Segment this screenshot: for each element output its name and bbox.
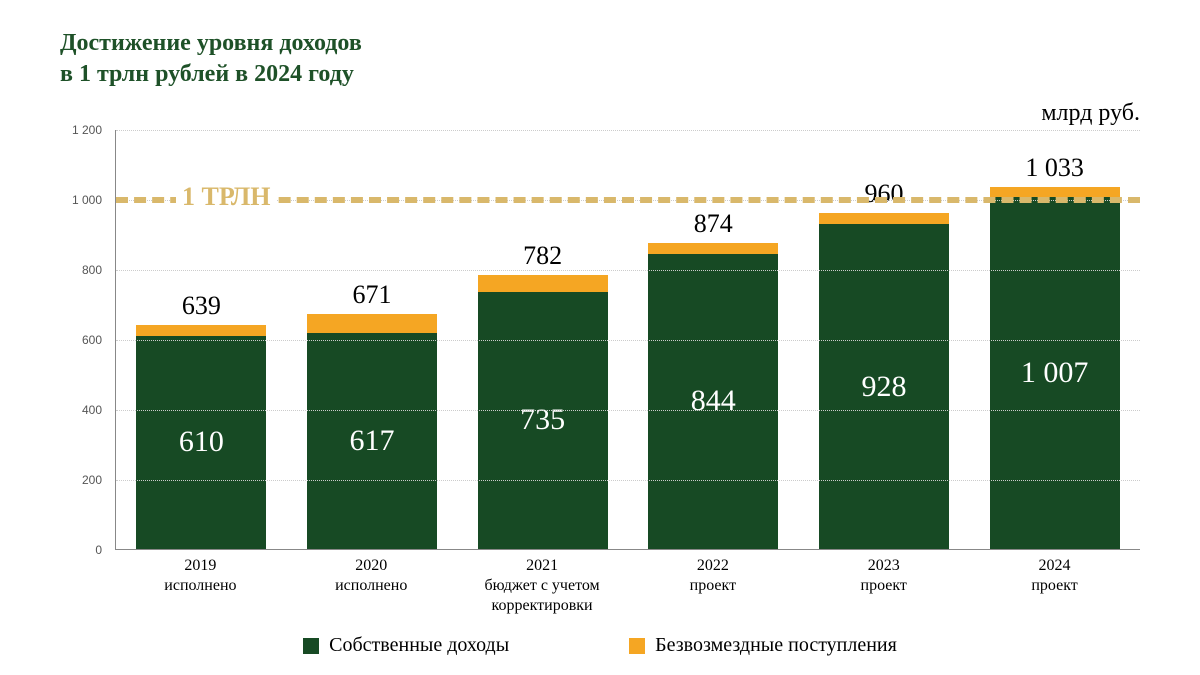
bar-segment-own: 844 xyxy=(648,254,778,549)
bar-group: 1 0071 033 xyxy=(985,187,1125,549)
grid-line xyxy=(116,410,1140,411)
x-axis-label: 2019исполнено xyxy=(130,556,270,616)
legend-swatch-free xyxy=(629,638,645,654)
bar-stack: 735782 xyxy=(478,275,608,549)
bar-segment-free xyxy=(819,213,949,224)
bar-total-value: 671 xyxy=(307,280,437,310)
bar-group: 610639 xyxy=(131,325,271,549)
bar-stack: 844874 xyxy=(648,243,778,549)
bar-total-value: 782 xyxy=(478,241,608,271)
legend-item-own: Собственные доходы xyxy=(303,634,509,657)
y-tick-label: 400 xyxy=(82,403,102,417)
x-axis-labels: 2019исполнено 2020исполнено 2021бюджет с у… xyxy=(115,556,1140,616)
legend-item-free: Безвозмездные поступления xyxy=(629,634,897,657)
x-axis-label: 2024проект xyxy=(985,556,1125,616)
y-tick-label: 800 xyxy=(82,263,102,277)
bar-own-value: 844 xyxy=(691,384,736,418)
x-axis-label: 2021бюджет с учетом корректировки xyxy=(472,556,612,616)
y-tick-label: 0 xyxy=(95,543,102,557)
grid-line xyxy=(116,480,1140,481)
bar-stack: 610639 xyxy=(136,325,266,549)
bar-group: 844874 xyxy=(643,243,783,549)
bar-segment-own: 928 xyxy=(819,224,949,549)
x-axis-label: 2020исполнено xyxy=(301,556,441,616)
bar-segment-own: 1 007 xyxy=(990,197,1120,549)
grid-line xyxy=(116,270,1140,271)
x-axis-label: 2023проект xyxy=(814,556,954,616)
bar-segment-free xyxy=(307,314,437,333)
bar-segment-free xyxy=(136,325,266,335)
y-axis: 02004006008001 0001 200 xyxy=(60,130,110,550)
bar-segment-free xyxy=(990,187,1120,196)
bar-stack: 617671 xyxy=(307,314,437,549)
bar-own-value: 928 xyxy=(861,370,906,404)
bar-segment-own: 610 xyxy=(136,336,266,550)
legend-label-own: Собственные доходы xyxy=(329,634,509,657)
bar-own-value: 735 xyxy=(520,403,565,437)
chart-title: Достижение уровня доходов в 1 трлн рубле… xyxy=(60,28,362,90)
legend-swatch-own xyxy=(303,638,319,654)
bar-group: 617671 xyxy=(302,314,442,549)
bar-own-value: 617 xyxy=(349,424,394,458)
bar-group: 735782 xyxy=(473,275,613,549)
unit-label: млрд руб. xyxy=(1041,100,1140,127)
title-line-1: Достижение уровня доходов xyxy=(60,30,362,56)
y-tick-label: 1 000 xyxy=(72,193,102,207)
bar-total-value: 1 033 xyxy=(990,153,1120,183)
bar-own-value: 610 xyxy=(179,425,224,459)
bar-segment-own: 735 xyxy=(478,292,608,549)
bar-own-value: 1 007 xyxy=(1021,356,1089,390)
title-line-2: в 1 трлн рублей в 2024 году xyxy=(60,61,354,87)
plot-area: 6106396176717357828448749289601 0071 033… xyxy=(115,130,1140,550)
bar-stack: 928960 xyxy=(819,213,949,549)
bar-segment-free xyxy=(648,243,778,254)
bar-total-value: 960 xyxy=(819,179,949,209)
bar-segment-free xyxy=(478,275,608,291)
bar-group: 928960 xyxy=(814,213,954,549)
bar-segment-own: 617 xyxy=(307,333,437,549)
x-axis-label: 2022проект xyxy=(643,556,783,616)
bar-stack: 1 0071 033 xyxy=(990,187,1120,549)
grid-line xyxy=(116,340,1140,341)
chart-area: 02004006008001 0001 200 6106396176717357… xyxy=(60,130,1140,550)
legend-label-free: Безвозмездные поступления xyxy=(655,634,897,657)
legend: Собственные доходы Безвозмездные поступл… xyxy=(0,634,1200,657)
grid-line xyxy=(116,130,1140,131)
y-tick-label: 200 xyxy=(82,473,102,487)
y-tick-label: 600 xyxy=(82,333,102,347)
y-tick-label: 1 200 xyxy=(72,123,102,137)
bar-total-value: 639 xyxy=(136,291,266,321)
bar-total-value: 874 xyxy=(648,209,778,239)
reference-label: 1 ТРЛН xyxy=(176,182,276,212)
